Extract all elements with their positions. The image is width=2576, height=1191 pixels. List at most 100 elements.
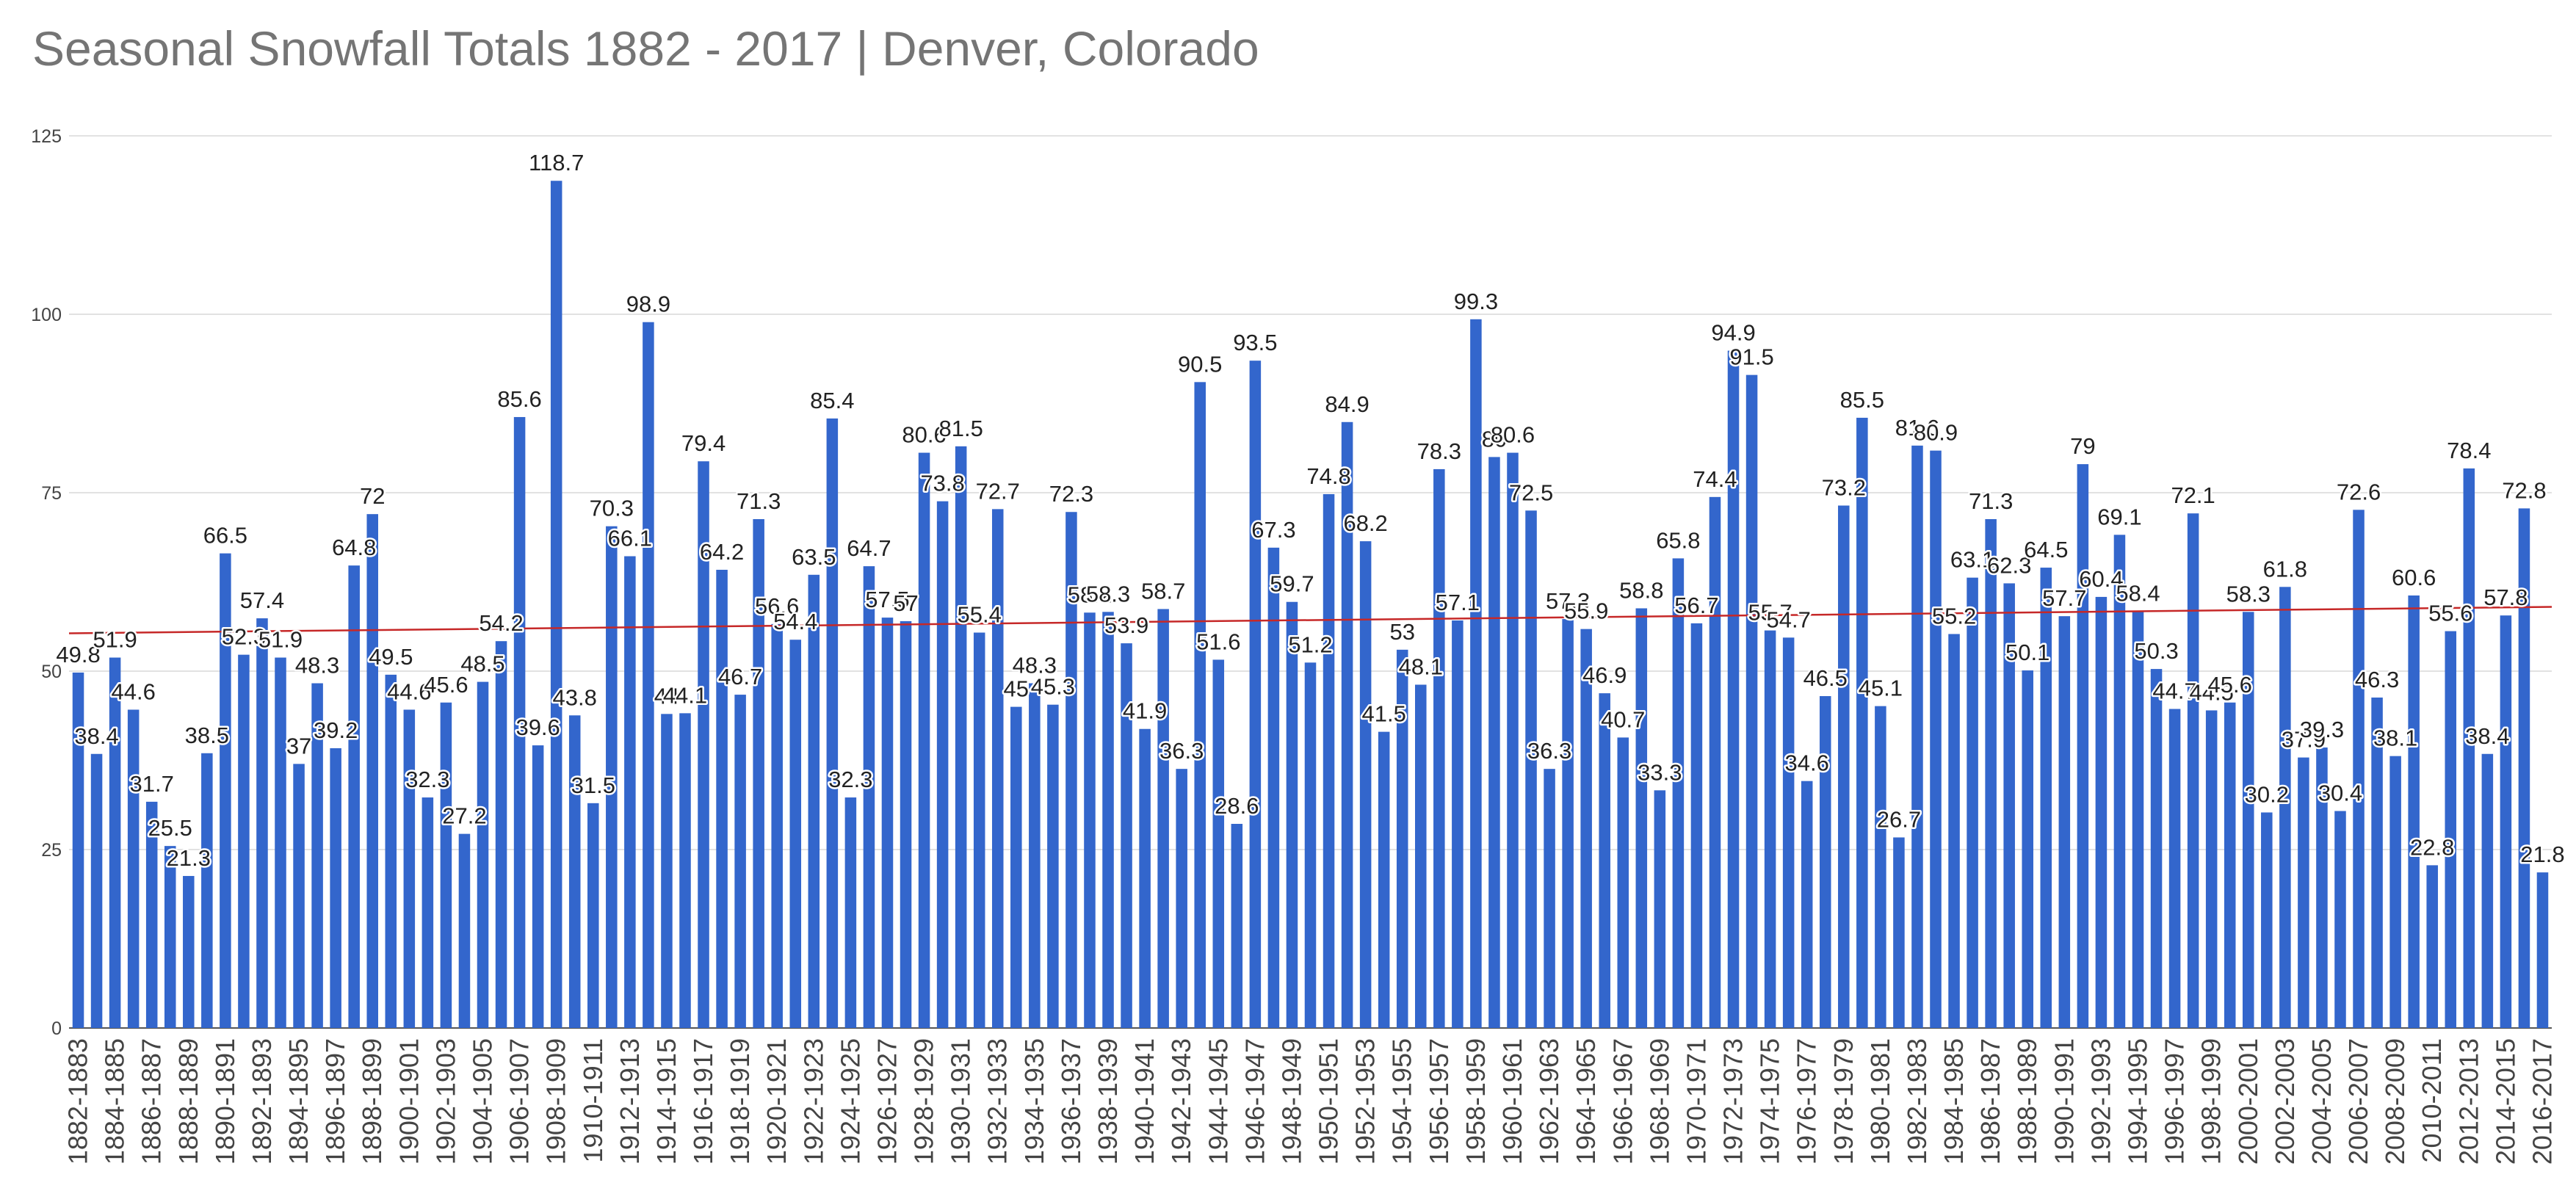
data-label: 64.5	[2024, 537, 2068, 562]
bar	[1231, 824, 1243, 1028]
data-label: 59.7	[1270, 571, 1314, 597]
bar	[2426, 865, 2438, 1028]
data-label: 44.7	[2152, 678, 2196, 704]
bar	[2113, 535, 2126, 1028]
x-tick-label: 1914-1915	[651, 1038, 681, 1165]
data-label: 80.9	[1914, 420, 1958, 446]
bar	[1194, 382, 1206, 1028]
x-tick-label: 1922-1923	[798, 1038, 828, 1165]
x-tick-label: 2008-2009	[2380, 1038, 2410, 1165]
x-tick-label: 1970-1971	[1681, 1038, 1711, 1165]
bar	[183, 875, 195, 1028]
bar	[1286, 601, 1298, 1028]
bar	[1819, 696, 1831, 1028]
data-label: 44.6	[387, 678, 431, 704]
data-label: 45.3	[1031, 674, 1075, 700]
data-label: 63.5	[792, 544, 836, 570]
y-tick-label: 50	[41, 662, 62, 682]
x-tick-label: 1954-1955	[1387, 1038, 1417, 1165]
data-label: 94.9	[1711, 320, 1755, 346]
bar	[844, 797, 857, 1028]
x-axis: 1882-1883 1884-1885 1886-1887 1888-1889 1890…	[63, 1038, 2558, 1165]
x-tick-label: 1948-1949	[1276, 1038, 1306, 1165]
bar	[881, 618, 894, 1028]
x-tick-label: 1964-1965	[1571, 1038, 1601, 1165]
bar	[164, 846, 176, 1028]
bar	[1470, 319, 1482, 1029]
bar	[918, 452, 930, 1028]
bar	[1599, 693, 1610, 1028]
bar	[661, 714, 673, 1028]
bar	[568, 715, 581, 1028]
data-label: 45.1	[1859, 676, 1903, 701]
bar	[734, 695, 746, 1028]
data-label: 51.2	[1288, 631, 1332, 657]
data-label: 30.2	[2245, 781, 2289, 807]
bar	[311, 683, 323, 1028]
bar	[1249, 361, 1262, 1028]
bar	[2022, 670, 2033, 1028]
data-label: 39.3	[2300, 717, 2344, 742]
data-label: 55.7	[1748, 600, 1792, 626]
data-label: 72.1	[2171, 482, 2215, 508]
data-label: 44.1	[663, 682, 707, 708]
data-label: 66.5	[203, 523, 247, 549]
bar	[550, 181, 562, 1029]
bar	[1801, 781, 1813, 1028]
bar	[1488, 457, 1500, 1028]
data-label: 39.2	[314, 717, 358, 743]
bar	[90, 753, 103, 1028]
data-label: 33.3	[1638, 759, 1682, 785]
bar	[936, 501, 949, 1028]
data-label: 49.5	[369, 644, 413, 670]
data-label: 25.5	[148, 815, 192, 841]
chart-title: Seasonal Snowfall Totals 1882 - 2017 | D…	[32, 21, 1259, 76]
bar	[771, 623, 783, 1028]
data-label: 90.5	[1178, 351, 1222, 377]
bar	[2205, 710, 2218, 1028]
data-label: 38.4	[74, 723, 118, 749]
data-label: 37	[286, 733, 311, 759]
x-tick-label: 1938-1939	[1093, 1038, 1123, 1165]
data-label: 67.3	[1251, 517, 1295, 543]
bar	[1525, 510, 1537, 1028]
bar	[1304, 662, 1317, 1028]
bar	[2132, 611, 2144, 1028]
bar	[1562, 619, 1574, 1028]
bar	[2353, 510, 2365, 1028]
bar	[1893, 837, 1905, 1028]
y-tick-label: 25	[41, 840, 62, 861]
bar	[2058, 616, 2071, 1028]
data-label: 44	[654, 683, 679, 709]
data-label: 70.3	[590, 496, 634, 521]
bar	[1378, 731, 1390, 1028]
data-label: 53.9	[1104, 612, 1148, 638]
bar	[1856, 417, 1868, 1028]
x-tick-label: 1986-1987	[1975, 1038, 2005, 1165]
data-label: 72.3	[1049, 481, 1093, 507]
bar	[1745, 374, 1758, 1028]
data-label: 54.2	[479, 610, 523, 636]
bar	[127, 709, 140, 1028]
bar	[900, 620, 912, 1028]
data-label: 65.8	[1656, 527, 1700, 553]
data-label: 74.8	[1306, 463, 1350, 489]
bar	[1930, 450, 1942, 1028]
x-tick-label: 1944-1945	[1203, 1038, 1233, 1165]
data-label: 60.4	[2079, 566, 2123, 592]
data-label: 46.9	[1582, 662, 1627, 688]
x-tick-label: 1936-1937	[1056, 1038, 1086, 1165]
data-label: 55.4	[958, 602, 1002, 628]
x-tick-label: 1908-1909	[541, 1038, 571, 1165]
data-label: 73.2	[1822, 474, 1866, 500]
bar	[789, 640, 802, 1028]
bar	[532, 745, 544, 1028]
bar	[440, 702, 452, 1028]
data-label: 69.1	[2097, 504, 2141, 529]
data-label: 99.3	[1454, 289, 1498, 314]
x-tick-label: 2012-2013	[2453, 1038, 2483, 1165]
x-tick-label: 2002-2003	[2270, 1038, 2300, 1165]
bar	[348, 565, 360, 1028]
bar	[2298, 757, 2309, 1028]
data-label: 74.4	[1693, 466, 1737, 492]
